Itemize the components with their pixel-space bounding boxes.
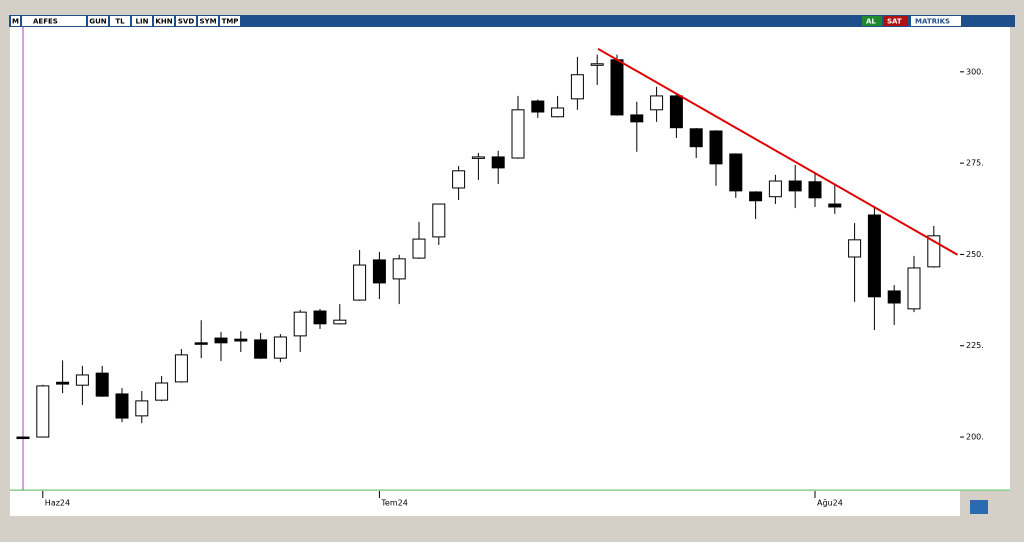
- toolbar-button-label[interactable]: TMP: [222, 18, 239, 26]
- logo-box: [11, 16, 20, 26]
- toolbar-button[interactable]: [220, 16, 240, 26]
- candle-body: [16, 436, 30, 440]
- logo: M: [12, 18, 19, 26]
- candle-body: [907, 267, 921, 310]
- brand: MATRIKS: [915, 18, 950, 26]
- buy-button[interactable]: [862, 16, 882, 26]
- candle-body: [75, 374, 89, 386]
- candle-body: [610, 59, 624, 116]
- sell-button[interactable]: [884, 16, 908, 26]
- candle-body: [293, 311, 307, 337]
- candle-body: [254, 339, 268, 359]
- candle-body: [56, 381, 70, 385]
- candle-body: [471, 156, 485, 159]
- toolbar-button[interactable]: [198, 16, 218, 26]
- toolbar-button-label[interactable]: LIN: [136, 18, 149, 26]
- candle-body: [511, 109, 525, 159]
- x-tick-label: Tem24: [380, 499, 407, 508]
- buy-label[interactable]: AL: [866, 18, 876, 26]
- candle-body: [273, 336, 287, 359]
- candle-body: [729, 153, 743, 192]
- y-tick-label: 225.: [966, 341, 984, 350]
- candle-body: [194, 342, 208, 345]
- x-axis-area: [10, 491, 960, 516]
- nav-button[interactable]: [970, 500, 988, 514]
- plot-area: [10, 27, 960, 490]
- candle-body: [392, 258, 406, 280]
- sell-label[interactable]: SAT: [887, 18, 902, 26]
- candle-body: [749, 191, 763, 202]
- candle-body: [590, 63, 604, 66]
- symbol[interactable]: AEFES: [33, 18, 58, 26]
- candle-body: [867, 214, 881, 298]
- toolbar-button-label[interactable]: TL: [115, 18, 125, 26]
- candle-body: [630, 114, 644, 123]
- toolbar-button[interactable]: [132, 16, 152, 26]
- candle-body: [551, 107, 565, 118]
- y-tick-label: 300.: [966, 67, 984, 76]
- candle-body: [570, 74, 584, 100]
- candle-body: [115, 393, 129, 419]
- candle-body: [531, 100, 545, 113]
- trend-line: [597, 47, 959, 256]
- candle-body: [768, 180, 782, 198]
- toolbar-button[interactable]: [110, 16, 130, 26]
- candle-body: [808, 181, 822, 199]
- candle-body: [36, 385, 50, 438]
- candle-body: [650, 95, 664, 111]
- x-tick-label: Haz24: [45, 499, 70, 508]
- candle-body: [214, 337, 228, 344]
- symbol-box[interactable]: [22, 16, 86, 26]
- y-tick-label: 200.: [966, 433, 984, 442]
- toolbar: [9, 15, 1015, 27]
- y-tick-label: 250.: [966, 250, 984, 259]
- y-axis-area: [960, 27, 1010, 490]
- toolbar-button-label[interactable]: GUN: [89, 18, 106, 26]
- candle-body: [95, 372, 109, 397]
- y-tick-label: 275.: [966, 159, 984, 168]
- brand-box: [911, 16, 961, 26]
- toolbar-button[interactable]: [154, 16, 174, 26]
- toolbar-button-label[interactable]: KHN: [155, 18, 172, 26]
- toolbar-button[interactable]: [176, 16, 196, 26]
- candle-body: [452, 170, 466, 189]
- candle-body: [412, 238, 426, 259]
- candle-body: [155, 382, 169, 401]
- toolbar-button[interactable]: [88, 16, 108, 26]
- candle-body: [174, 354, 188, 383]
- candle-body: [432, 203, 446, 238]
- candle-body: [353, 264, 367, 301]
- candle-body: [135, 400, 149, 417]
- candle-body: [887, 290, 901, 304]
- candle-body: [709, 130, 723, 165]
- candle-body: [669, 95, 683, 129]
- candle-body: [788, 180, 802, 192]
- candle-body: [491, 156, 505, 169]
- candle-body: [689, 128, 703, 148]
- candle-body: [234, 338, 248, 342]
- candle-body: [313, 310, 327, 325]
- candle-body: [333, 319, 347, 325]
- candle-body: [848, 239, 862, 258]
- toolbar-button-label[interactable]: SYM: [199, 18, 216, 26]
- candle-body: [372, 259, 386, 284]
- x-tick-label: Ağu24: [817, 499, 843, 508]
- toolbar-button-label[interactable]: SVD: [178, 18, 194, 26]
- candle-body: [828, 203, 842, 208]
